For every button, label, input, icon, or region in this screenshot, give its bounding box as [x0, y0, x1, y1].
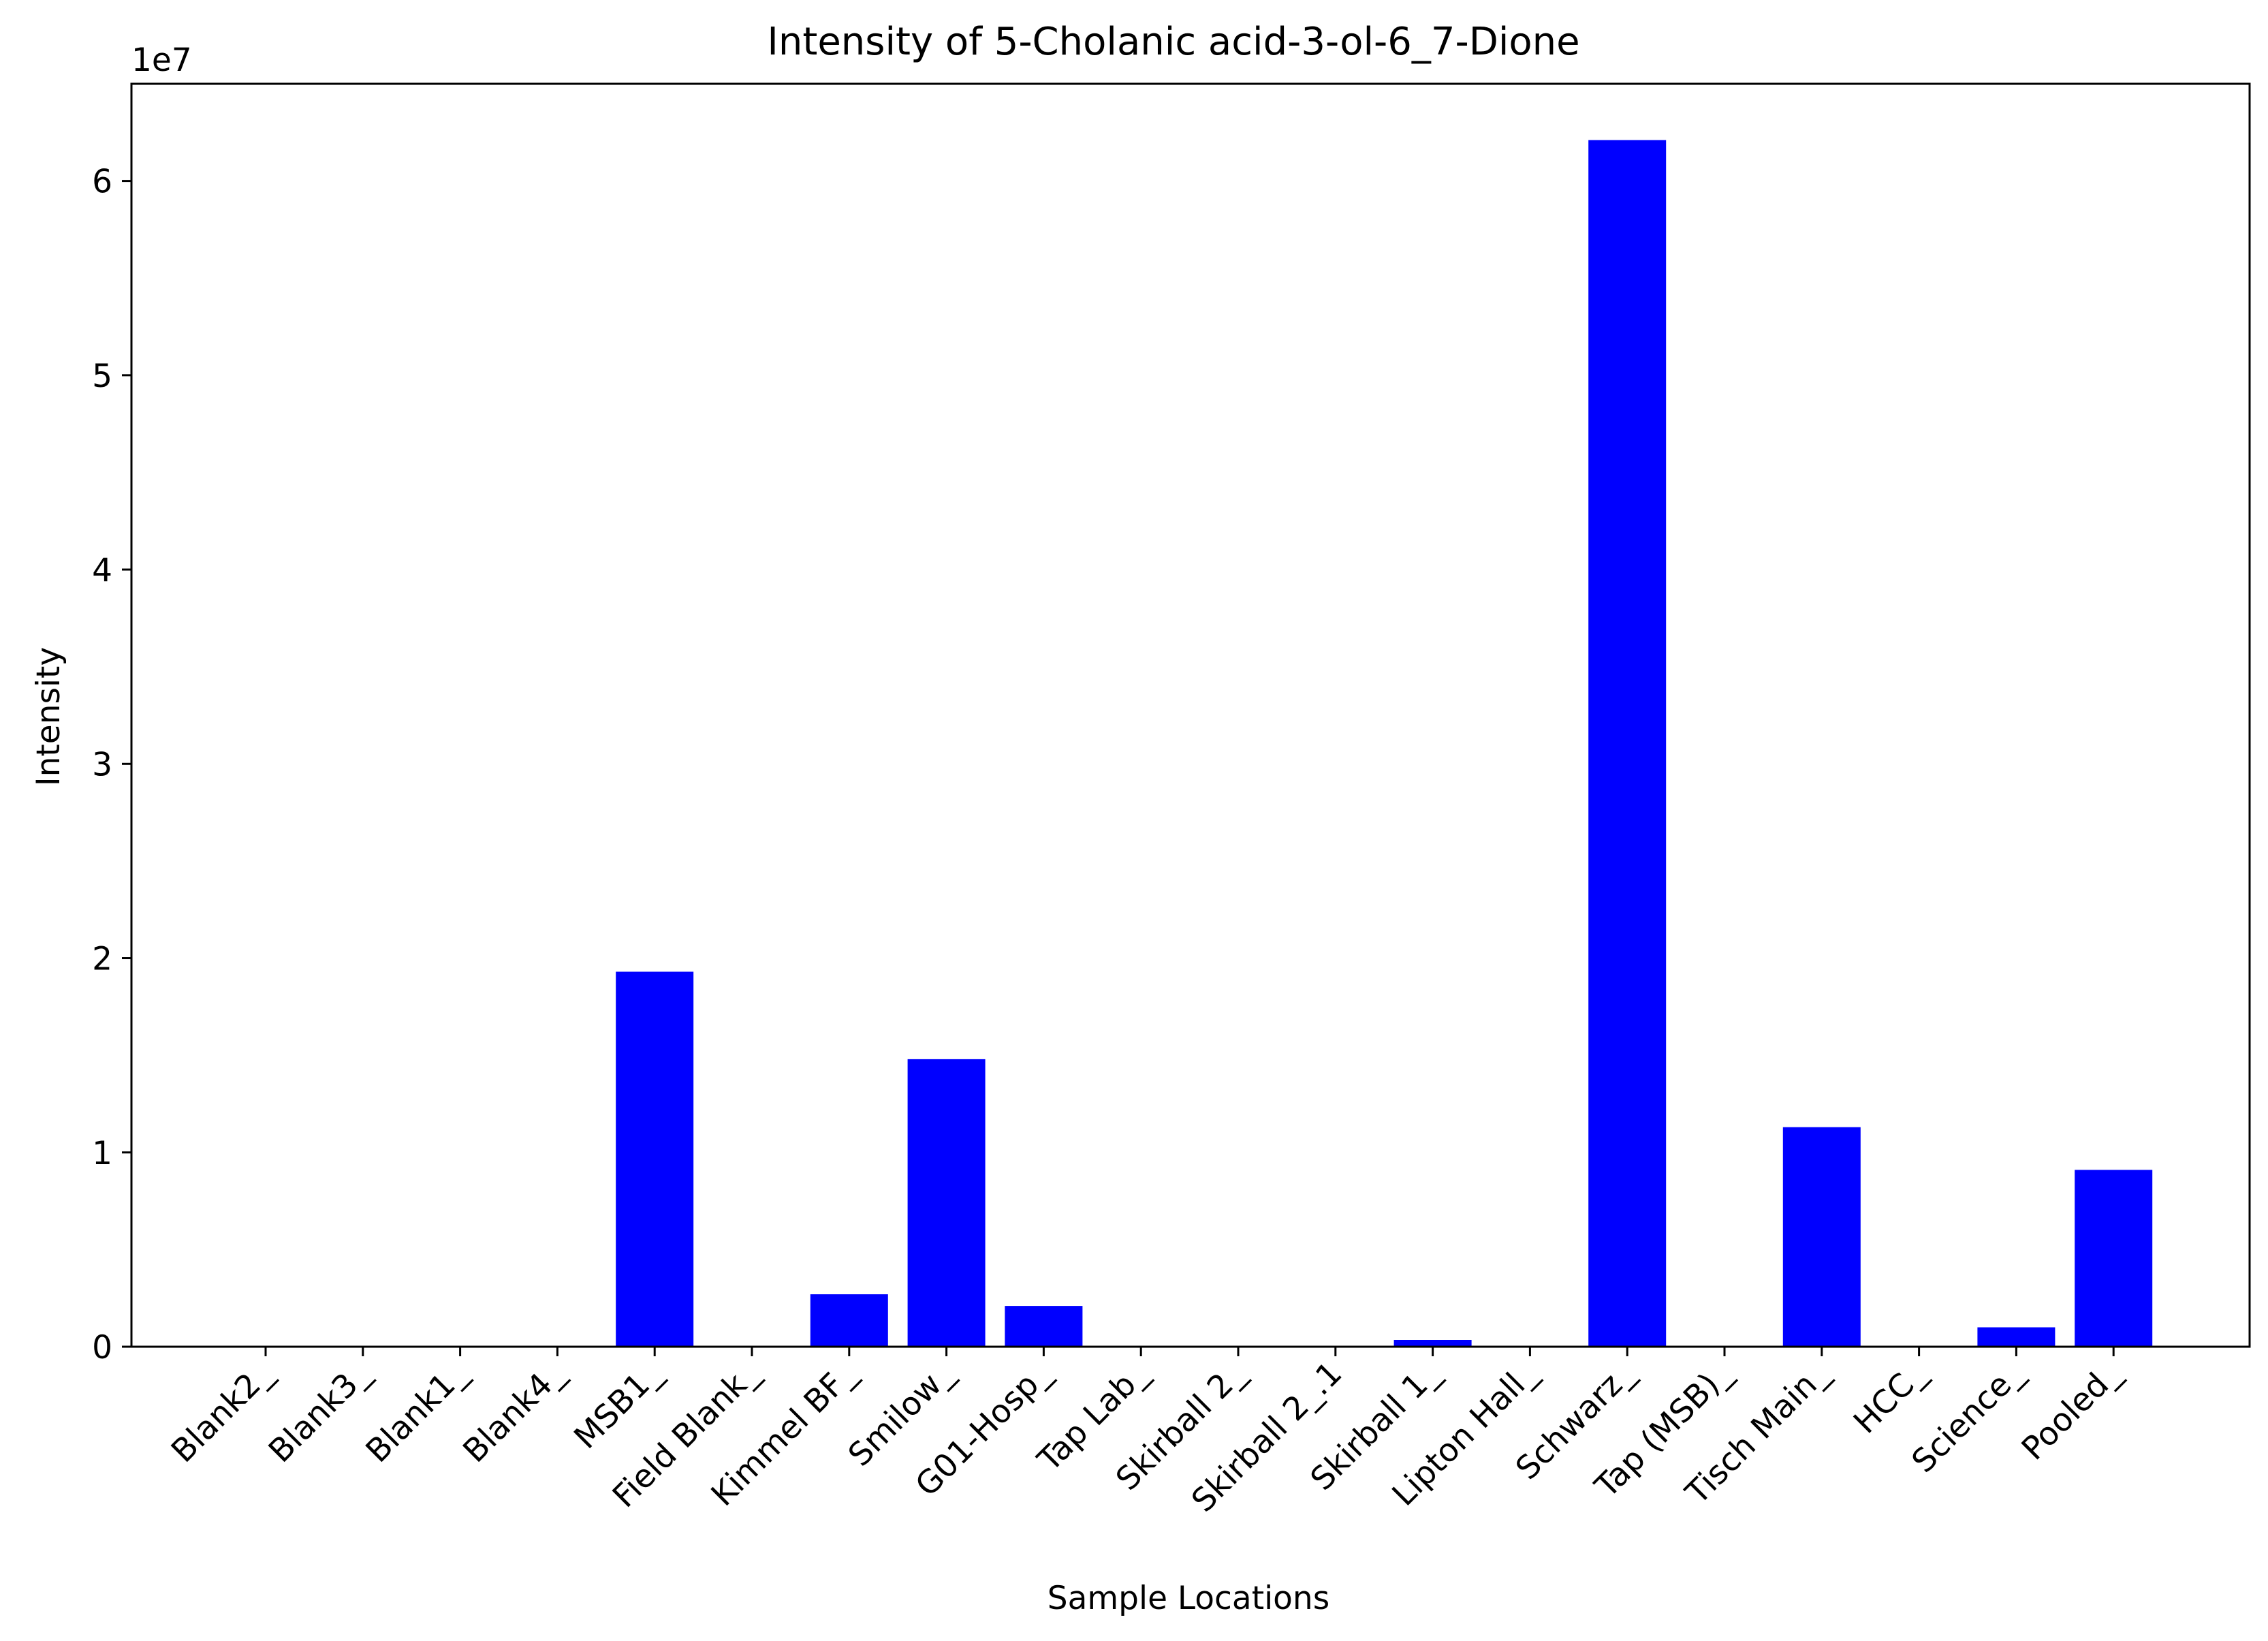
bar-tisch-main: [1782, 1127, 1861, 1347]
y-tick-label: 4: [92, 552, 112, 589]
y-tick-label: 2: [92, 941, 112, 978]
plot-frame: [130, 82, 2251, 1348]
bars-layer: [616, 140, 2153, 1347]
bar-kimmel-bf: [810, 1294, 888, 1347]
y-tick-label: 6: [92, 163, 112, 201]
bar-msb1: [616, 971, 694, 1347]
y-tick-label: 0: [92, 1329, 112, 1366]
x-axis-label: Sample Locations: [1048, 1580, 1329, 1617]
y-tick-label: 1: [92, 1135, 112, 1172]
axis-offset-label: 1e7: [131, 42, 192, 79]
y-axis-label: Intensity: [30, 647, 67, 787]
bar-schwarz: [1588, 140, 1667, 1347]
bar-smilow: [907, 1059, 986, 1347]
y-tick-label: 3: [92, 746, 112, 783]
bar-science: [1977, 1327, 2056, 1347]
bar-pooled: [2075, 1170, 2153, 1347]
axes-layer: [122, 82, 2251, 1356]
y-tick-label: 5: [92, 358, 112, 395]
bar-g01-hosp: [1005, 1306, 1083, 1347]
chart-title: Intensity of 5-Cholanic acid-3-ol-6_7-Di…: [767, 20, 1579, 64]
bar-skirball-1: [1393, 1340, 1472, 1347]
